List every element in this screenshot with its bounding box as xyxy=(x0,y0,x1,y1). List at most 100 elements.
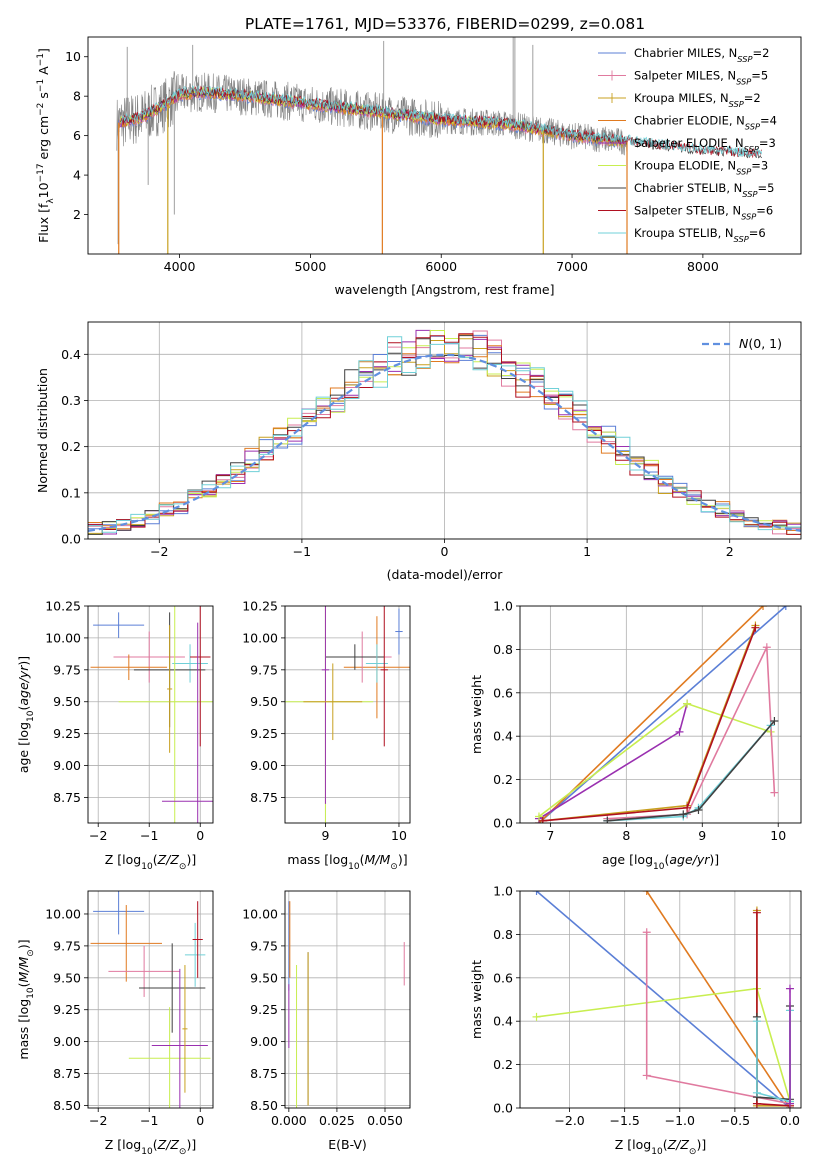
x-tick-label: 9 xyxy=(698,828,706,843)
y-tick-label: 0.2 xyxy=(493,1057,513,1072)
weight-line-kroupa-stelib xyxy=(756,1010,791,1103)
histogram-kroupa-stelib xyxy=(88,336,801,533)
weight-point xyxy=(642,1071,651,1080)
axes-frame xyxy=(87,605,214,824)
y-tick-label: 10.25 xyxy=(242,599,278,614)
plot-area-age-vs-mass xyxy=(285,606,410,823)
x-tick-label: 0.000 xyxy=(271,1113,307,1128)
y-tick-label: 9.00 xyxy=(250,758,278,773)
weight-line-chabrier-stelib xyxy=(607,720,776,822)
weight-line-kroupa-elodie xyxy=(536,987,791,1102)
y-tick-label: 0.1 xyxy=(61,485,81,500)
x-tick-label: 4000 xyxy=(164,259,196,274)
axes-frame xyxy=(519,890,802,1109)
y-tick-label: 0.0 xyxy=(493,816,513,831)
figure-title: PLATE=1761, MJD=53376, FIBERID=0299, z=0… xyxy=(245,15,645,33)
y-tick-label: 9.50 xyxy=(53,694,81,709)
y-tick-label: 1.0 xyxy=(493,884,513,899)
y-tick-label: 9.25 xyxy=(53,1002,81,1017)
axes-weight-vs-z: −2.0 −1.5 −1.0 −0.5 0.0 0.0 0.2 0.4 0.6 0.8 1.0 Z [… xyxy=(469,884,802,1157)
legend-entry: Kroupa MILES, NSSP=2 xyxy=(634,91,761,109)
x-tick-label: 10 xyxy=(391,828,407,843)
y-tick-label: 10.00 xyxy=(45,906,81,921)
axes-frame xyxy=(87,321,802,540)
y-tick-label: 0.6 xyxy=(493,685,513,700)
plot-area-age-vs-z xyxy=(88,606,213,823)
weight-point xyxy=(642,891,651,895)
x-tick-label: −1.5 xyxy=(610,1113,640,1128)
y-tick-label: 8.75 xyxy=(53,790,81,805)
x-tick-label: 8000 xyxy=(687,259,719,274)
x-tick-label: −2 xyxy=(150,544,168,559)
plot-area-mass-vs-z xyxy=(88,891,213,1108)
axes-frame xyxy=(87,36,802,255)
y-tick-label: 9.50 xyxy=(250,970,278,985)
x-tick-label: 5000 xyxy=(294,259,326,274)
y-tick-label: 10.25 xyxy=(45,599,81,614)
y-tick-label: 10 xyxy=(65,49,81,64)
weight-point xyxy=(770,717,779,726)
weight-line-chabrier-miles xyxy=(535,891,791,1108)
y-tick-label: 8.75 xyxy=(53,1066,81,1081)
axes-frame xyxy=(87,890,214,1109)
weight-point xyxy=(752,1017,761,1026)
plot-area-mass-vs-ebv xyxy=(285,891,410,1108)
y-tick-label: 9.25 xyxy=(250,1002,278,1017)
weight-line-kroupa-stelib xyxy=(607,724,772,822)
y-tick-label: 9.75 xyxy=(250,938,278,953)
weight-point xyxy=(752,908,761,917)
y-tick-label: 10.00 xyxy=(242,906,278,921)
y-tick-label: 6 xyxy=(73,128,81,143)
axes-mass-vs-z: −2 −1 0 8.50 8.75 9.00 9.25 9.50 9.75 10.00 Z [log… xyxy=(16,890,214,1157)
y-tick-label: 0.3 xyxy=(61,393,81,408)
x-tick-label: −1 xyxy=(293,544,311,559)
x-axis-label: age [log10(age/yr)] xyxy=(602,852,719,872)
legend-entry: Chabrier ELODIE, NSSP=4 xyxy=(634,114,777,132)
y-tick-label: 0.2 xyxy=(61,439,81,454)
axes-age-vs-mass: 9 10 8.75 9.00 9.25 9.50 9.75 10.00 10.25 mass [l… xyxy=(242,599,411,872)
y-axis-label: mass [log10(M/M⊙)] xyxy=(16,939,36,1059)
y-tick-label: 0.0 xyxy=(493,1101,513,1116)
y-tick-label: 10.00 xyxy=(45,630,81,645)
legend-entry: Chabrier STELIB, NSSP=5 xyxy=(634,181,774,199)
axes-frame xyxy=(284,605,411,824)
weight-point xyxy=(683,803,692,812)
y-tick-label: 8.50 xyxy=(53,1098,81,1113)
legend-entry: Salpeter MILES, NSSP=5 xyxy=(634,69,768,87)
x-axis-label: E(B-V) xyxy=(328,1137,367,1152)
y-tick-label: 8.75 xyxy=(250,1066,278,1081)
legend-entry: Salpeter ELODIE, NSSP=3 xyxy=(634,136,776,154)
weight-line-salpeter-stelib xyxy=(756,912,791,1107)
weight-point xyxy=(785,984,794,993)
y-tick-label: 9.00 xyxy=(53,758,81,773)
normal-distribution-curve xyxy=(88,353,801,532)
x-tick-label: 0.050 xyxy=(367,1113,403,1128)
x-tick-label: 10 xyxy=(770,828,786,843)
weight-point xyxy=(532,891,541,895)
weight-point xyxy=(762,643,771,652)
x-tick-label: 7 xyxy=(546,828,554,843)
x-axis-label: mass [log10(M/M⊙)] xyxy=(287,852,407,872)
y-axis-label: mass weight xyxy=(469,960,484,1039)
y-tick-label: 4 xyxy=(73,168,81,183)
histogram-salpeter-elodie xyxy=(88,329,801,535)
plot-area-spectrum xyxy=(116,37,763,254)
axes-spectrum: 4000 5000 6000 7000 8000 2 4 6 8 10 wavelength [An… xyxy=(36,36,802,297)
weight-line-chabrier-miles xyxy=(538,606,787,823)
legend-entry: N(0, 1) xyxy=(739,336,782,351)
x-tick-label: −1 xyxy=(140,828,158,843)
y-tick-label: 9.75 xyxy=(53,938,81,953)
y-tick-label: 9.75 xyxy=(53,662,81,677)
weight-point xyxy=(781,606,790,610)
y-axis-label: Flux [fλ10−17 erg cm−2 s−1 A−1] xyxy=(36,48,56,243)
x-tick-label: 2 xyxy=(726,544,734,559)
y-tick-label: 9.50 xyxy=(250,694,278,709)
x-tick-label: −2 xyxy=(89,1113,107,1128)
axes-weight-vs-age: 7 8 9 10 0.0 0.2 0.4 0.6 0.8 1.0 age [log10(age/yr… xyxy=(469,599,802,872)
y-tick-label: 9.50 xyxy=(53,970,81,985)
x-axis-label: Z [log10(Z/Z⊙)] xyxy=(105,1137,196,1157)
legend-entry: Kroupa ELODIE, NSSP=3 xyxy=(634,159,768,177)
x-tick-label: 0.0 xyxy=(780,1113,800,1128)
weight-point xyxy=(759,606,768,610)
